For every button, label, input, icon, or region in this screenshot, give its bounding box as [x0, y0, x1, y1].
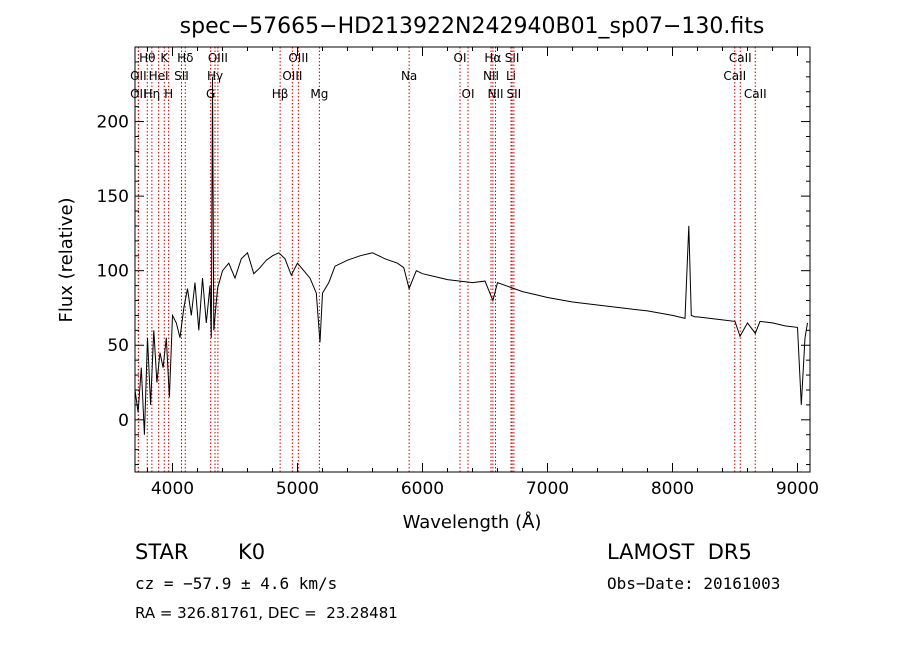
y-axis-label: Flux (relative) [56, 197, 77, 322]
marker-label: Li [506, 69, 516, 83]
marker-label: OI [462, 87, 475, 101]
spectrum-chart: spec−57665−HD213922N242940B01_sp07−130.f… [56, 14, 819, 533]
redshift-value: cz = −57.9 ± 4.6 km/s [135, 574, 338, 593]
marker-label: OIII [288, 51, 308, 65]
survey-name: LAMOST DR5 [607, 540, 752, 564]
marker-label: SII [174, 69, 189, 83]
x-tick-label: 5000 [276, 479, 319, 499]
sky-coordinates: RA = 326.81761, DEC = 23.28481 [135, 604, 398, 622]
x-tick-label: 9000 [776, 479, 819, 499]
x-tick-label: 8000 [651, 479, 694, 499]
x-axis: 4000 5000 6000 7000 8000 9000 [147, 47, 819, 499]
marker-label: Hθ [139, 51, 155, 65]
marker-label: Hγ [207, 69, 223, 83]
marker-label: CaII [729, 51, 752, 65]
marker-label: NII [483, 69, 499, 83]
x-tick-label: 4000 [151, 479, 194, 499]
marker-label: NII [487, 87, 503, 101]
y-tick-label: 0 [118, 411, 129, 431]
spectral-subclass: K0 [238, 540, 266, 564]
x-axis-label: Wavelength (Å) [403, 511, 542, 533]
spectrum-line [134, 76, 808, 435]
marker-label: Hα [484, 51, 501, 65]
marker-label: K [160, 51, 169, 65]
y-tick-label: 150 [97, 187, 129, 207]
marker-label: OIII [208, 51, 228, 65]
marker-label: Na [401, 69, 417, 83]
marker-label: Hη [144, 87, 161, 101]
chart-title: spec−57665−HD213922N242940B01_sp07−130.f… [180, 14, 765, 39]
spectrum-series [134, 76, 808, 435]
marker-label: OI [454, 51, 467, 65]
marker-label: HeI [149, 69, 169, 83]
y-tick-label: 100 [97, 262, 129, 282]
marker-label: G [206, 87, 215, 101]
marker-label: Hβ [272, 87, 289, 101]
marker-label: SII [505, 51, 520, 65]
object-type: STAR [135, 540, 189, 564]
marker-label: Mg [310, 87, 328, 101]
observation-date: Obs−Date: 20161003 [607, 574, 781, 593]
marker-label: OIII [282, 69, 302, 83]
y-tick-label: 50 [107, 336, 129, 356]
x-tick-label: 6000 [401, 479, 444, 499]
marker-label: CaII [723, 69, 746, 83]
marker-label: H [164, 87, 173, 101]
x-tick-label: 7000 [526, 479, 569, 499]
marker-label: OII [130, 87, 147, 101]
marker-label: Hδ [177, 51, 193, 65]
plot-frame [134, 46, 811, 473]
y-axis: 0 50 100 150 200 [97, 61, 810, 466]
marker-label: CaII [744, 87, 767, 101]
marker-label: SII [507, 87, 522, 101]
y-tick-label: 200 [97, 113, 129, 133]
